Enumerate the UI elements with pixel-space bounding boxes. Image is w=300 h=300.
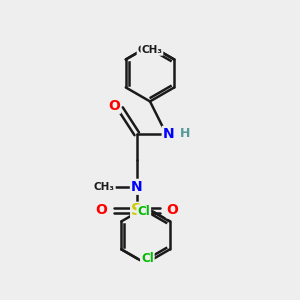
Text: CH₃: CH₃: [94, 182, 115, 192]
Text: O: O: [108, 99, 120, 113]
Text: H: H: [180, 127, 190, 140]
Text: CH₃: CH₃: [137, 45, 158, 55]
Text: CH₃: CH₃: [142, 45, 163, 55]
Text: O: O: [95, 203, 107, 218]
Text: Cl: Cl: [137, 205, 150, 218]
Text: S: S: [131, 203, 142, 218]
Text: N: N: [163, 127, 174, 141]
Text: O: O: [167, 203, 178, 218]
Text: N: N: [131, 180, 142, 194]
Text: Cl: Cl: [141, 252, 154, 266]
